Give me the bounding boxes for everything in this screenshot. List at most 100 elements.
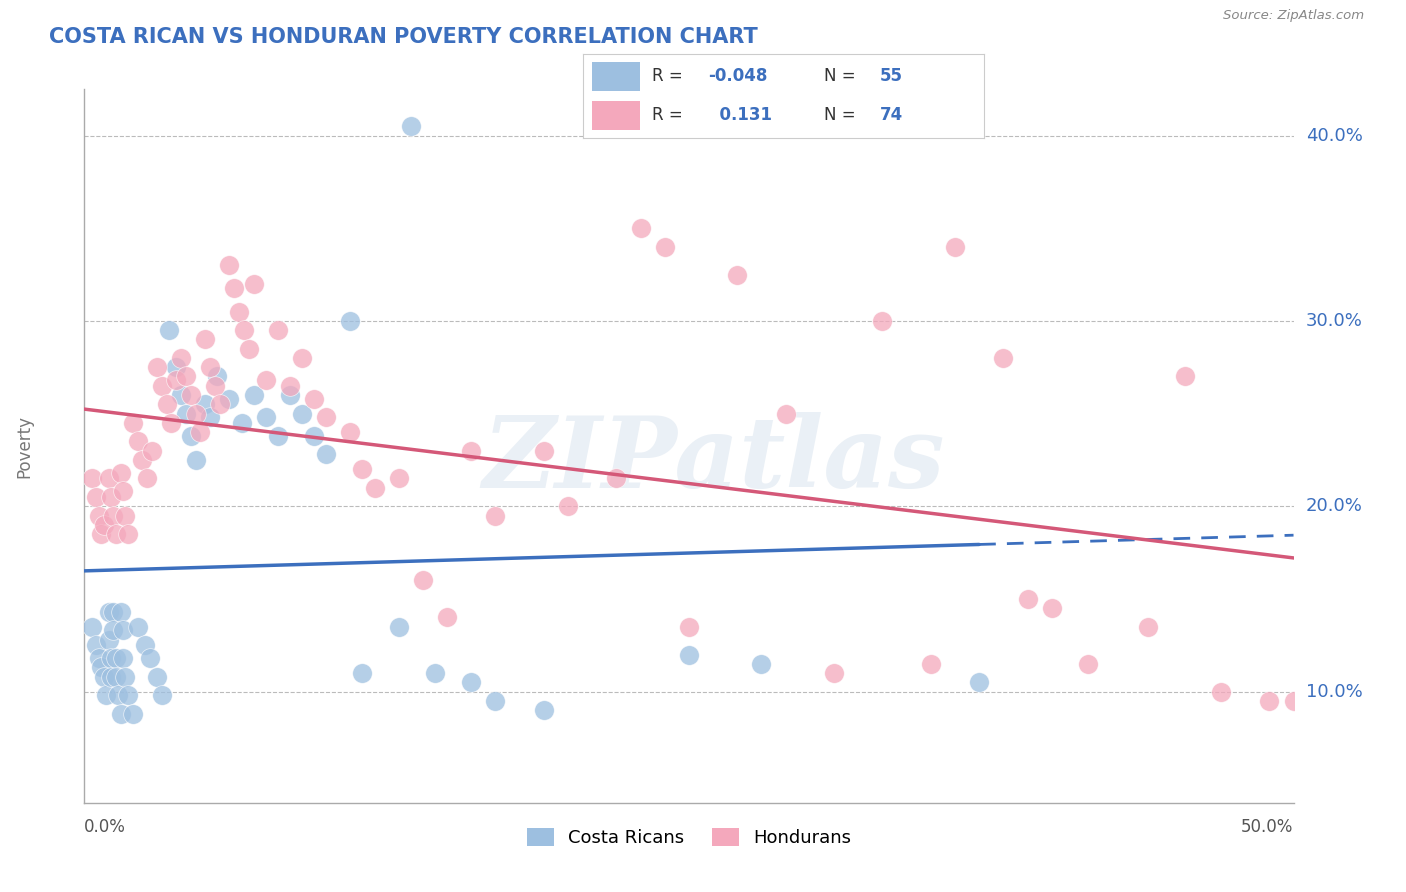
Point (725, 268, 748, 282)
Point (103, 605, 125, 619)
Point (87, 651, 110, 665)
Point (104, 527, 127, 541)
Point (484, 508, 506, 523)
Point (110, 706, 132, 721)
Point (117, 688, 139, 702)
Text: Source: ZipAtlas.com: Source: ZipAtlas.com (1223, 9, 1364, 22)
Point (170, 388, 193, 402)
Point (104, 670, 127, 684)
Point (208, 397, 231, 411)
Point (557, 500, 579, 514)
Point (93, 517, 115, 532)
Point (198, 360, 221, 375)
Point (97, 605, 120, 619)
Text: 55: 55 (880, 68, 903, 86)
Point (267, 323, 290, 337)
Point (242, 277, 264, 291)
Point (131, 453, 153, 467)
Point (751, 657, 773, 671)
Point (136, 471, 159, 485)
Point (605, 471, 627, 485)
Point (228, 304, 250, 318)
Point (100, 651, 122, 665)
Point (165, 360, 187, 375)
Point (184, 407, 207, 421)
Point (291, 351, 314, 365)
Point (254, 373, 277, 387)
Point (352, 666, 374, 681)
Point (87, 508, 110, 523)
Point (254, 410, 277, 425)
Point (231, 416, 253, 430)
Point (1040, 601, 1063, 615)
Point (315, 447, 337, 461)
Point (112, 484, 135, 499)
Text: ZIPatlas: ZIPatlas (482, 412, 945, 508)
Point (194, 333, 217, 347)
Point (823, 666, 845, 681)
Text: 50.0%: 50.0% (1241, 818, 1294, 836)
Point (388, 471, 411, 485)
Point (146, 670, 169, 684)
Text: 10.0%: 10.0% (1306, 682, 1362, 700)
Point (238, 342, 260, 356)
Point (993, 351, 1015, 365)
Point (207, 369, 229, 384)
Point (104, 651, 127, 665)
Point (1077, 657, 1099, 671)
Point (103, 624, 125, 638)
Point (117, 527, 139, 541)
Point (157, 323, 180, 337)
Text: 74: 74 (880, 106, 903, 124)
Text: 40.0%: 40.0% (1306, 127, 1362, 145)
Point (1174, 369, 1197, 384)
Point (412, 574, 434, 588)
Point (302, 392, 325, 406)
Point (233, 323, 256, 337)
Point (198, 410, 221, 425)
Point (678, 648, 700, 662)
Point (160, 416, 183, 430)
Point (1209, 684, 1232, 698)
Point (146, 360, 169, 375)
Text: 0.131: 0.131 (707, 106, 772, 124)
Point (352, 462, 374, 476)
Point (138, 651, 160, 665)
Point (278, 378, 301, 392)
Point (127, 434, 149, 449)
Point (127, 620, 149, 634)
Point (460, 443, 482, 458)
Point (100, 490, 122, 504)
Point (90, 660, 112, 674)
Point (399, 120, 422, 134)
Point (103, 508, 125, 523)
FancyBboxPatch shape (592, 62, 640, 91)
Point (1017, 591, 1039, 606)
Point (155, 397, 177, 411)
Legend: Costa Ricans, Hondurans: Costa Ricans, Hondurans (520, 821, 858, 855)
Text: 20.0%: 20.0% (1306, 497, 1362, 516)
Point (775, 407, 797, 421)
Text: 0.0%: 0.0% (84, 818, 127, 836)
Point (533, 443, 555, 458)
FancyBboxPatch shape (592, 101, 640, 130)
Point (302, 429, 325, 443)
Text: -0.048: -0.048 (707, 68, 768, 86)
Point (1282, 694, 1305, 708)
Point (107, 688, 129, 702)
Point (363, 481, 385, 495)
Point (242, 388, 264, 402)
Point (291, 407, 314, 421)
Point (134, 638, 156, 652)
Text: COSTA RICAN VS HONDURAN POVERTY CORRELATION CHART: COSTA RICAN VS HONDURAN POVERTY CORRELAT… (49, 27, 758, 46)
Point (184, 453, 207, 467)
Text: R =: R = (651, 68, 682, 86)
Point (94, 688, 117, 702)
Point (1137, 620, 1160, 634)
Point (339, 314, 361, 328)
Point (1258, 694, 1281, 708)
Point (190, 425, 212, 439)
Point (141, 443, 163, 458)
Point (204, 378, 226, 392)
Point (170, 351, 193, 365)
